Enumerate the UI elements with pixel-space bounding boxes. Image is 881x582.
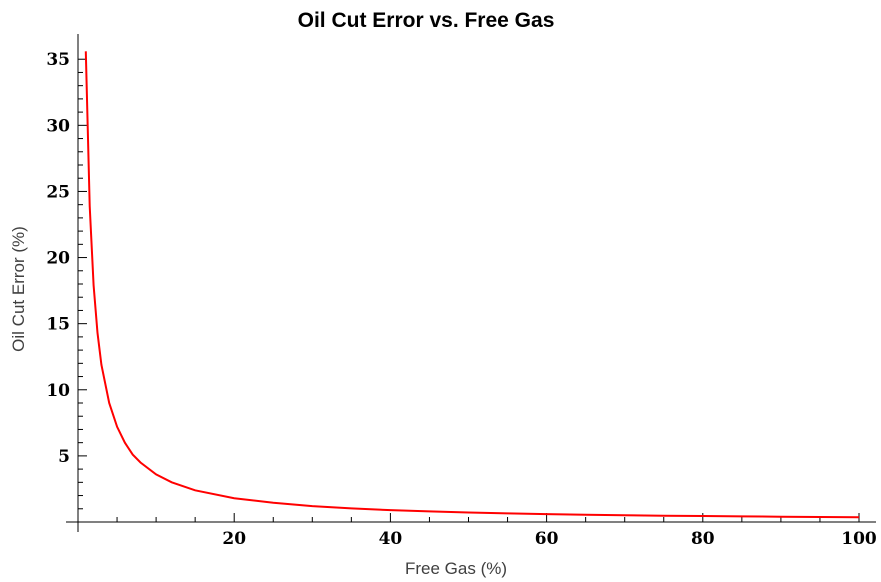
x-axis-label: Free Gas (%) xyxy=(405,559,507,578)
y-tick-label: 10 xyxy=(46,381,70,401)
x-tick-label: 40 xyxy=(379,529,403,549)
plot-area xyxy=(84,51,860,519)
y-tick-label: 35 xyxy=(46,50,70,70)
y-tick-label: 30 xyxy=(46,116,70,136)
y-tick-label: 20 xyxy=(46,249,70,269)
chart-title: Oil Cut Error vs. Free Gas xyxy=(298,9,555,32)
axes: 20 40 60 80 100 5 10 15 20 25 30 35 xyxy=(46,34,877,549)
x-tick-label: 80 xyxy=(691,529,715,549)
y-tick-label: 15 xyxy=(46,315,70,335)
y-tick-label: 5 xyxy=(58,447,70,467)
y-axis-label: Oil Cut Error (%) xyxy=(9,226,28,352)
x-tick-label: 20 xyxy=(222,529,246,549)
series-line xyxy=(84,51,860,519)
x-tick-label: 100 xyxy=(841,529,877,549)
y-tick-label: 25 xyxy=(46,182,70,202)
x-tick-label: 60 xyxy=(535,529,559,549)
